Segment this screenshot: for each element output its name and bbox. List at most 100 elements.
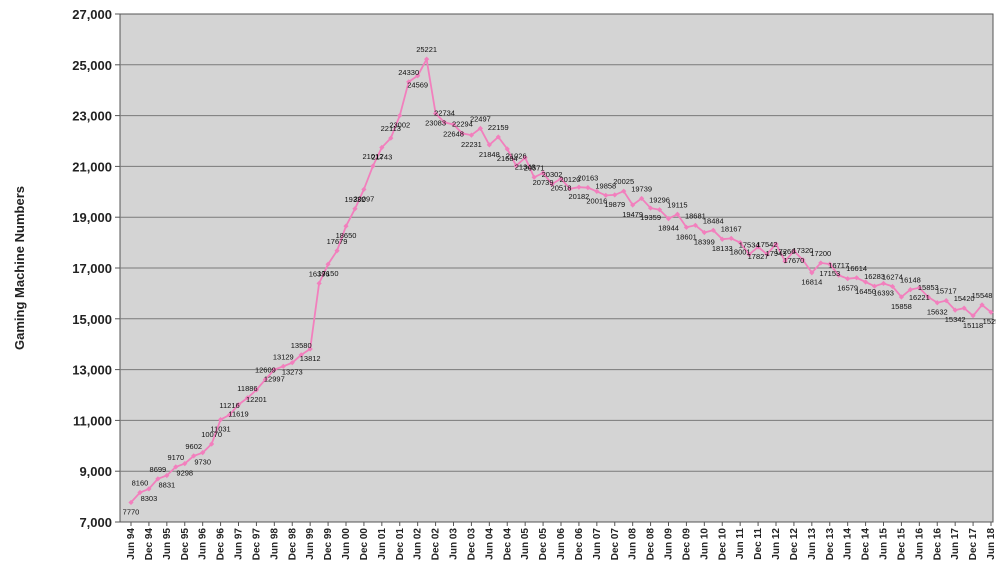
data-label: 22113 — [381, 124, 401, 133]
data-label: 9730 — [194, 458, 211, 467]
data-label: 16450 — [855, 287, 876, 296]
data-label: 21848 — [479, 150, 500, 159]
data-label: 15548 — [972, 291, 993, 300]
data-label: 12201 — [246, 395, 267, 404]
data-point — [415, 73, 421, 79]
data-label: 15342 — [945, 315, 966, 324]
data-point — [235, 402, 242, 408]
x-tick-label: Jun 08 — [628, 528, 639, 560]
data-point — [970, 313, 976, 319]
data-point — [934, 300, 940, 306]
x-axis-ticks: Jun 94 Dec 94 Jun 95 Dec 95 Jun 96 Dec 96 Jun … — [126, 522, 996, 560]
data-label: 20302 — [542, 170, 563, 179]
data-point — [522, 155, 528, 161]
data-label: 16148 — [900, 276, 921, 285]
x-tick-label: Jun 99 — [305, 528, 316, 560]
data-point — [728, 235, 734, 241]
data-label: 17150 — [318, 269, 339, 278]
data-point — [791, 248, 797, 254]
data-label: 15632 — [927, 308, 948, 317]
data-point — [379, 144, 385, 151]
y-tick-label: 21,000 — [72, 159, 112, 174]
data-label: 19359 — [640, 213, 661, 222]
data-label: 19879 — [604, 200, 625, 209]
data-point — [540, 170, 546, 176]
data-label: 15853 — [918, 283, 939, 292]
x-tick-label: Jun 13 — [807, 528, 818, 560]
data-label: 17153 — [819, 269, 840, 278]
data-point — [424, 56, 430, 62]
data-label: 8160 — [132, 479, 149, 488]
data-point — [486, 142, 492, 148]
y-tick-label: 13,000 — [72, 363, 112, 378]
y-tick-label: 19,000 — [72, 210, 112, 225]
x-tick-label: Dec 02 — [431, 528, 442, 561]
data-point — [567, 186, 573, 192]
y-tick-label: 27,000 — [72, 7, 112, 22]
data-label: 18399 — [694, 237, 715, 246]
data-label: 20025 — [613, 177, 634, 186]
data-point — [432, 110, 439, 117]
data-label: 16614 — [846, 264, 867, 273]
data-label: 20016 — [586, 196, 607, 205]
x-tick-label: Dec 11 — [753, 528, 764, 560]
data-label: 16814 — [801, 278, 822, 287]
x-tick-label: Dec 00 — [359, 528, 370, 561]
data-label: 17542 — [757, 240, 778, 249]
x-tick-label: Dec 97 — [251, 528, 262, 561]
data-label: 20739 — [533, 178, 554, 187]
data-point — [907, 287, 913, 293]
data-point — [603, 192, 609, 199]
data-label: 11619 — [228, 410, 248, 419]
x-tick-label: Dec 04 — [502, 528, 513, 561]
x-tick-label: Jun 04 — [484, 528, 495, 560]
x-tick-label: Dec 06 — [574, 528, 585, 561]
data-point — [397, 112, 403, 119]
data-label: 19296 — [649, 196, 670, 205]
grid-lines — [120, 64, 993, 472]
data-point — [370, 163, 376, 169]
y-tick-label: 7,000 — [79, 515, 112, 530]
data-point — [576, 184, 582, 190]
y-tick-label: 9,000 — [79, 464, 112, 479]
data-label: 8831 — [158, 480, 175, 489]
data-point — [495, 134, 501, 140]
data-point — [280, 363, 286, 369]
data-label: 21743 — [371, 153, 392, 162]
data-point — [925, 294, 931, 300]
data-label: 18601 — [676, 232, 697, 241]
x-tick-label: Jun 02 — [413, 528, 424, 560]
data-point — [782, 258, 788, 264]
data-label: 24330 — [398, 68, 419, 77]
x-tick-label: Jun 09 — [664, 528, 675, 560]
data-label: 15858 — [891, 302, 912, 311]
data-label: 9602 — [185, 442, 202, 451]
data-point — [630, 202, 636, 208]
data-label: 16221 — [909, 293, 930, 302]
data-point — [961, 305, 967, 311]
data-point — [468, 132, 475, 138]
data-point — [764, 251, 770, 257]
x-tick-label: Jun 12 — [771, 528, 782, 560]
data-point — [988, 309, 994, 315]
data-label: 20518 — [551, 184, 572, 193]
data-label: 16717 — [828, 261, 849, 270]
data-label: 18484 — [703, 216, 724, 225]
data-point — [298, 352, 304, 358]
data-point — [200, 450, 206, 456]
x-tick-label: Jun 07 — [592, 528, 603, 560]
data-point — [128, 499, 134, 506]
data-label: 22231 — [461, 140, 482, 149]
y-tick-label: 23,000 — [72, 109, 112, 124]
data-point — [656, 207, 663, 213]
data-label: 17679 — [327, 237, 348, 246]
data-point — [898, 294, 905, 300]
data-point — [809, 270, 815, 276]
data-point — [665, 216, 672, 222]
data-label: 19332 — [345, 195, 366, 204]
data-point — [262, 376, 268, 383]
data-label: 22734 — [434, 108, 455, 117]
data-point — [549, 181, 555, 187]
x-tick-label: Jun 01 — [377, 528, 388, 560]
data-point — [916, 285, 922, 291]
